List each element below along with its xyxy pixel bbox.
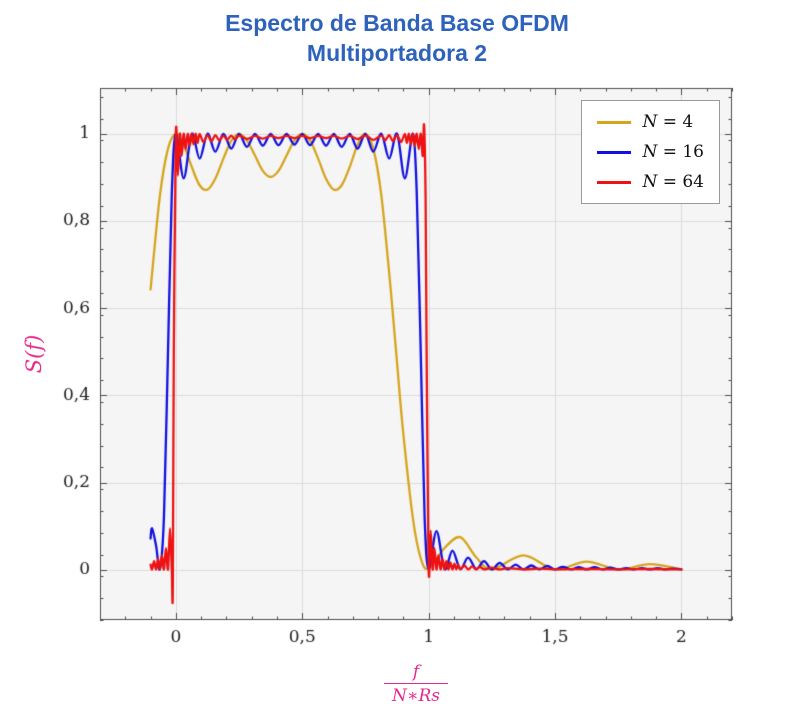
- legend-line-swatch: [597, 120, 632, 124]
- legend-label: N = 16: [642, 142, 704, 162]
- chart-title-line1: Espectro de Banda Base OFDM: [225, 10, 569, 36]
- legend-item: N = 64: [597, 172, 704, 192]
- chart-title-line2: Multiportadora 2: [306, 40, 488, 66]
- legend-item: N = 16: [597, 142, 704, 162]
- legend: N = 4 N = 16 N = 64: [581, 100, 720, 204]
- x-axis-label-numerator: f: [384, 662, 448, 684]
- legend-line-swatch: [597, 150, 632, 154]
- y-axis-label: S(f): [22, 334, 46, 374]
- x-axis-label: f N∗Rs: [384, 662, 448, 706]
- legend-label: N = 4: [642, 112, 694, 132]
- legend-line-swatch: [597, 180, 632, 184]
- chart-title: Espectro de Banda Base OFDM Multiportado…: [0, 8, 794, 68]
- x-axis-label-denominator: N∗Rs: [392, 686, 440, 706]
- legend-label: N = 64: [642, 172, 704, 192]
- legend-item: N = 4: [597, 112, 704, 132]
